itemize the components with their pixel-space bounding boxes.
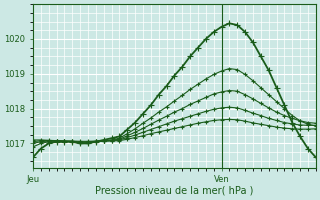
X-axis label: Pression niveau de la mer( hPa ): Pression niveau de la mer( hPa ) — [95, 186, 253, 196]
